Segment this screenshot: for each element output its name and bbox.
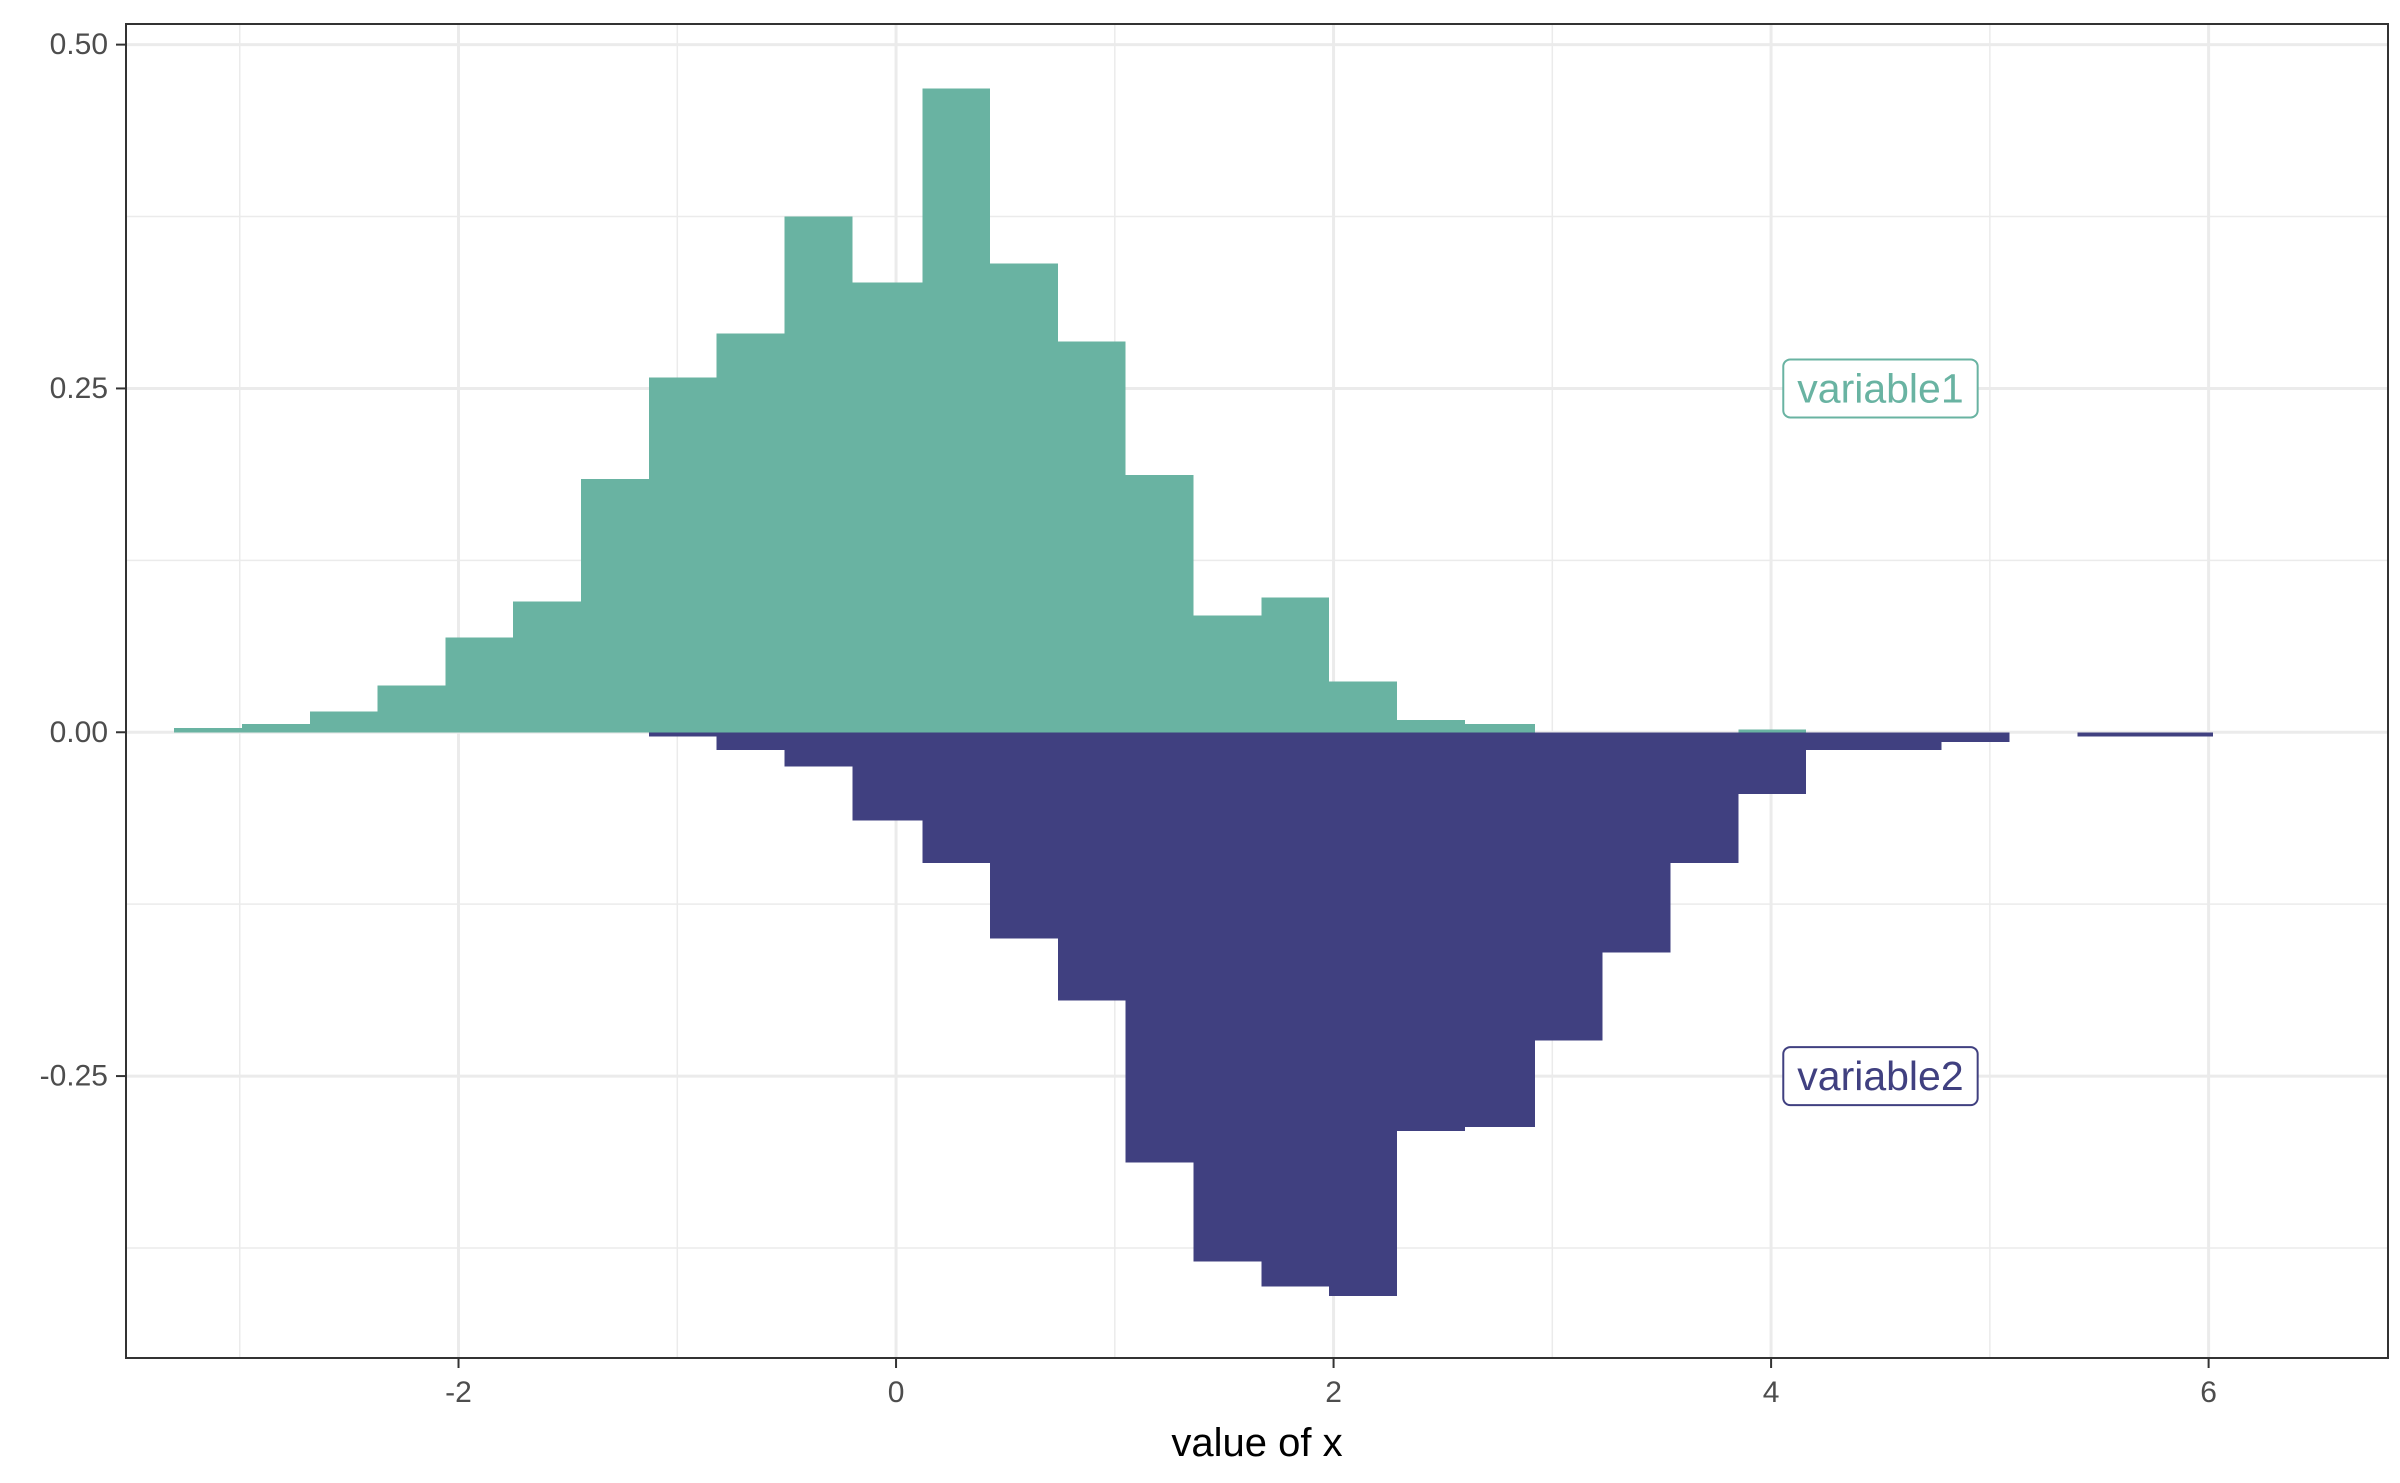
- histogram-bar-series-2: [1873, 732, 1942, 751]
- histogram-bar-series-2: [852, 732, 923, 821]
- histogram-bar-series-2: [1125, 732, 1194, 1163]
- histogram-bar-series-1: [581, 479, 649, 733]
- histogram-bar-series-1: [1125, 475, 1194, 733]
- histogram-bar-series-1: [1193, 615, 1262, 733]
- histogram-bar-series-2: [1261, 732, 1330, 1287]
- histogram-bar-series-1: [1738, 729, 1807, 733]
- histogram-bar-series-1: [1464, 724, 1535, 733]
- x-tick-label: 0: [888, 1376, 905, 1409]
- plot-border: [125, 23, 2389, 1359]
- series-label-1: variable1: [1782, 358, 1979, 419]
- series-label-box: [1782, 358, 1979, 419]
- histogram-bar-series-1: [1261, 597, 1330, 733]
- histogram-bar-series-2: [1602, 732, 1671, 953]
- histogram-bar-series-2: [1534, 732, 1603, 1041]
- histogram-bar-series-1: [784, 216, 853, 733]
- series-labels: variable1 variable2: [1782, 358, 1979, 1107]
- histogram-bar-series-1: [377, 685, 446, 733]
- histogram-bar-series-2: [2077, 732, 2146, 737]
- histogram-bar-series-1: [648, 377, 717, 733]
- histogram-bar-series-1: [174, 728, 242, 733]
- histogram-bar-series-2: [716, 732, 785, 751]
- minor-gridlines: [126, 24, 2388, 1358]
- histogram-bar-series-1: [309, 711, 378, 733]
- histogram-bar-series-2: [990, 732, 1058, 939]
- y-tick-label: 0.50: [50, 28, 108, 61]
- y-axis: -0.25 0.00 0.25 0.50: [40, 28, 126, 1093]
- histogram-bar-series-1: [852, 282, 923, 733]
- histogram-bar-series-2: [1670, 732, 1739, 863]
- histogram-bar-series-2: [784, 732, 853, 767]
- histogram-bars: [174, 88, 2213, 1297]
- histogram-bar-series-2: [2145, 732, 2213, 737]
- histogram-bar-series-2: [1806, 732, 1874, 751]
- histogram-bar-series-2: [1941, 732, 2010, 742]
- histogram-bar-series-2: [1329, 732, 1398, 1297]
- histogram-bar-series-1: [241, 724, 310, 733]
- series-label-box: [1782, 1046, 1979, 1107]
- histogram-bar-series-2: [1057, 732, 1126, 1001]
- y-tick-label: 0.25: [50, 372, 108, 405]
- histogram-bar-series-1: [1329, 681, 1398, 733]
- series-label-2: variable2: [1782, 1046, 1979, 1107]
- histogram-bar-series-1: [716, 333, 785, 733]
- histogram-bar-series-1: [445, 637, 514, 733]
- histogram-bar-series-2: [922, 732, 991, 863]
- y-tick-label: -0.25: [40, 1060, 108, 1093]
- x-tick-label: -2: [445, 1376, 472, 1409]
- histogram-bar-series-1: [1057, 341, 1126, 733]
- histogram-bar-series-2: [1193, 732, 1262, 1262]
- histogram-bar-series-1: [990, 263, 1058, 733]
- x-tick-label: 6: [2200, 1376, 2217, 1409]
- histogram-bar-series-2: [1464, 732, 1535, 1127]
- histogram-bar-series-2: [1397, 732, 1465, 1132]
- histogram-bar-series-1: [513, 601, 582, 733]
- x-tick-label: 4: [1763, 1376, 1780, 1409]
- histogram-bar-series-2: [648, 732, 717, 737]
- x-axis-title: value of x: [1171, 1421, 1342, 1465]
- histogram-bar-series-1: [922, 88, 991, 733]
- histogram-bar-series-2: [1738, 732, 1807, 795]
- y-tick-label: 0.00: [50, 716, 108, 749]
- series-label-text: variable1: [1797, 365, 1963, 411]
- x-axis: -2 0 2 4 6: [445, 1358, 2217, 1409]
- series-label-text: variable2: [1797, 1053, 1963, 1099]
- x-tick-label: 2: [1325, 1376, 1342, 1409]
- histogram-bar-series-1: [1397, 719, 1465, 733]
